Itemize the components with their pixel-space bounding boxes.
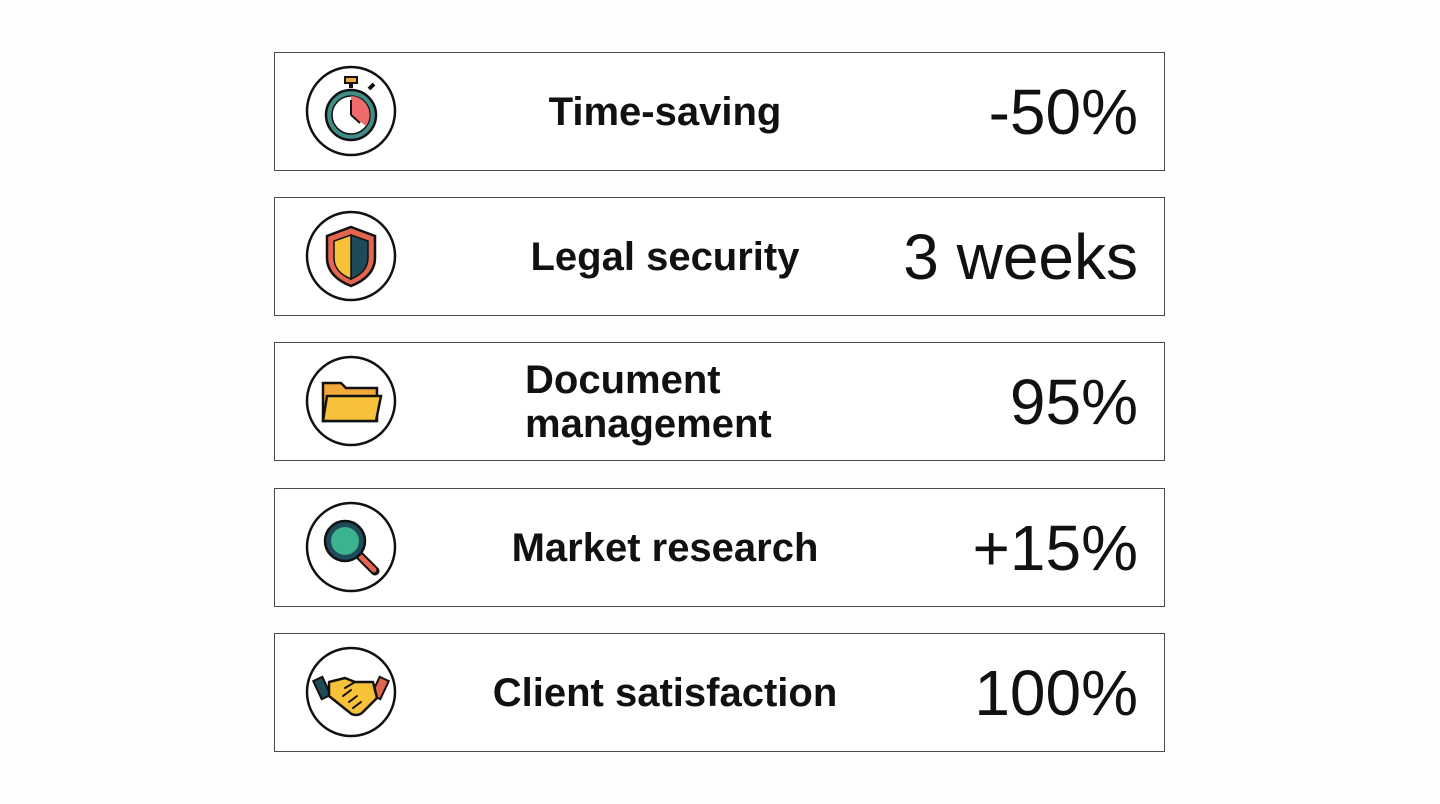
magnifier-icon: [305, 501, 397, 593]
benefit-row: Market research +15%: [274, 488, 1165, 607]
folder-icon: [305, 355, 397, 447]
shield-icon: [305, 210, 397, 302]
label-text: Time-saving: [548, 89, 782, 134]
benefit-value: -50%: [988, 75, 1138, 148]
label-text: Client satisfaction: [492, 670, 838, 715]
benefit-value: 95%: [1009, 365, 1138, 438]
benefit-value: +15%: [972, 511, 1138, 584]
benefit-value: 3 weeks: [903, 220, 1138, 293]
benefit-row: Client satisfaction 100%: [274, 633, 1165, 752]
benefit-label: Document management: [455, 343, 875, 460]
label-text: Legal security: [530, 234, 800, 279]
handshake-icon: [305, 646, 397, 738]
benefit-label: Time-saving: [455, 53, 875, 170]
benefit-label: Client satisfaction: [455, 634, 875, 751]
label-text: Document management: [525, 357, 772, 446]
benefit-label: Legal security: [455, 198, 875, 315]
benefit-row: Document management 95%: [274, 342, 1165, 461]
benefit-row: Time-saving -50%: [274, 52, 1165, 171]
label-text: Market research: [511, 525, 819, 570]
stopwatch-icon: [305, 65, 397, 157]
benefit-label: Market research: [455, 489, 875, 606]
benefit-value: 100%: [974, 656, 1138, 729]
benefit-row: Legal security 3 weeks: [274, 197, 1165, 316]
